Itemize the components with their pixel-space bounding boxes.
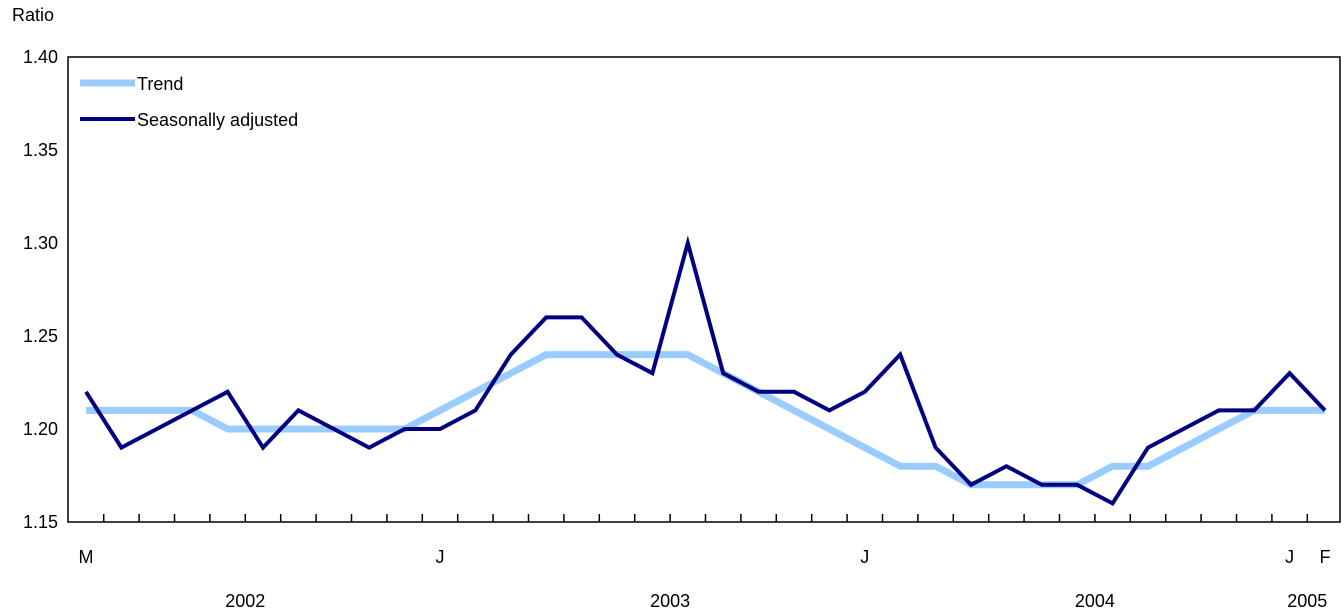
x-month-label: F bbox=[1320, 547, 1331, 567]
y-tick-label: 1.15 bbox=[23, 512, 58, 532]
x-year-label: 2002 bbox=[225, 591, 265, 611]
legend: Trend Seasonally adjusted bbox=[80, 74, 298, 130]
series-line-trend bbox=[86, 351, 1325, 489]
y-tick-label: 1.30 bbox=[23, 233, 58, 253]
x-month-label: J bbox=[860, 547, 869, 567]
x-year-label: 2003 bbox=[650, 591, 690, 611]
series-line-seasonally-adjusted bbox=[84, 235, 1327, 507]
legend-label: Seasonally adjusted bbox=[137, 110, 298, 130]
x-month-label: J bbox=[1285, 547, 1294, 567]
y-tick-label: 1.20 bbox=[23, 419, 58, 439]
legend-label: Trend bbox=[137, 74, 183, 94]
y-tick-label: 1.40 bbox=[23, 47, 58, 67]
plot-area-frame bbox=[67, 56, 1341, 523]
x-year-label: 2005 bbox=[1287, 591, 1327, 611]
x-month-label: J bbox=[436, 547, 445, 567]
y-tick-label: 1.25 bbox=[23, 326, 58, 346]
x-month-label: M bbox=[79, 547, 94, 567]
y-axis-label: Ratio bbox=[12, 5, 54, 25]
x-axis-ticks: M J J J F 2002 2003 2004 2005 bbox=[79, 514, 1331, 611]
y-tick-label: 1.35 bbox=[23, 140, 58, 160]
series-lines bbox=[84, 235, 1327, 507]
x-year-label: 2004 bbox=[1075, 591, 1115, 611]
y-axis-ticks: 1.40 1.35 1.30 1.25 1.20 1.15 bbox=[23, 47, 58, 532]
